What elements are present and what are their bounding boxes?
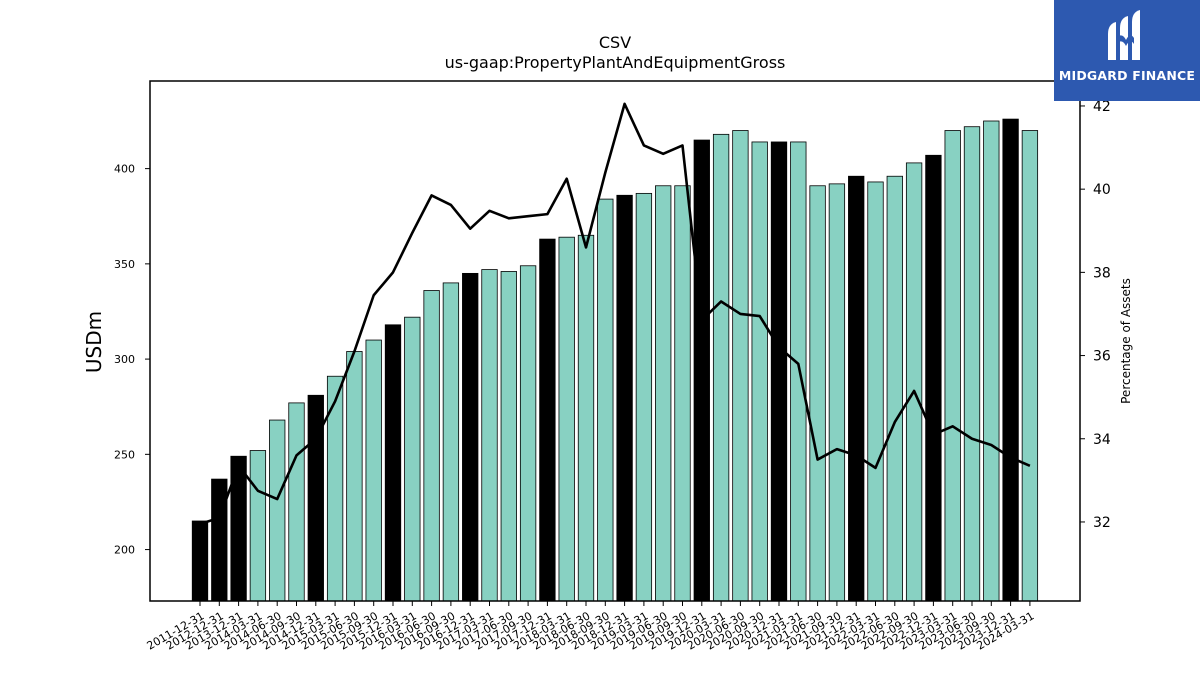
bar-2014-06-30 <box>269 419 286 602</box>
y-tick-label: 200 <box>114 544 135 557</box>
bar-2017-12-31 <box>539 238 556 602</box>
y2-tick-label: 36 <box>1093 349 1111 365</box>
bar-2023-09-30 <box>983 120 1000 602</box>
axes: 2002503003504003234363840422011-12-31201… <box>114 80 1111 653</box>
chart-title: CSV <box>599 33 631 52</box>
bar-2016-12-31 <box>462 272 479 602</box>
bar-2015-09-30 <box>365 339 382 602</box>
bar-series <box>191 118 1039 602</box>
bar-2017-09-30 <box>519 265 537 602</box>
bar-2020-12-31 <box>770 141 788 602</box>
bar-2015-06-30 <box>346 351 363 602</box>
bar-2014-03-31 <box>249 450 267 602</box>
bar-2014-09-30 <box>288 402 305 602</box>
bar-2022-12-31 <box>925 154 942 602</box>
chart-labels: CSV us-gaap:PropertyPlantAndEquipmentGro… <box>82 33 1133 404</box>
y2-axis-label: Percentage of Assets <box>1119 278 1133 404</box>
bar-2020-09-30 <box>751 141 768 602</box>
percentage-of-assets-line <box>199 102 1031 526</box>
bar-2018-09-30 <box>597 198 614 602</box>
y-tick-label: 400 <box>114 163 135 176</box>
logo-text: MIDGARD FINANCE <box>1058 68 1196 83</box>
bar-2022-06-30 <box>886 175 903 602</box>
chart-subtitle: us-gaap:PropertyPlantAndEquipmentGross <box>445 53 786 72</box>
bar-2019-12-31 <box>693 139 710 602</box>
y2-tick-label: 34 <box>1093 432 1111 448</box>
bar-2017-03-31 <box>481 269 498 602</box>
y-axis-label: USDm <box>82 311 106 373</box>
bar-2022-03-31 <box>867 181 884 602</box>
bar-2023-12-31 <box>1002 118 1019 602</box>
bar-2020-06-30 <box>732 130 749 602</box>
bar-2018-12-31 <box>616 194 633 602</box>
y-tick-label: 350 <box>114 258 135 271</box>
bar-2016-09-30 <box>442 282 460 602</box>
y2-tick-label: 40 <box>1093 182 1111 198</box>
y-tick-label: 300 <box>114 353 135 366</box>
bar-2023-03-31 <box>944 130 961 602</box>
bar-2021-06-30 <box>809 185 826 602</box>
percentage-line-series <box>199 102 1031 526</box>
bar-2012-12-31 <box>211 478 228 602</box>
bar-2022-09-30 <box>905 162 923 602</box>
bar-2019-03-31 <box>635 192 653 602</box>
midgard-logo-icon <box>1108 10 1140 60</box>
bar-2016-03-31 <box>404 316 421 602</box>
bar-2017-06-30 <box>500 271 517 602</box>
midgard-finance-logo: MIDGARD FINANCE <box>1054 0 1200 101</box>
bar-2011-12-31 <box>191 520 209 602</box>
bar-2018-06-30 <box>577 234 595 602</box>
bar-2018-03-31 <box>558 236 575 602</box>
y2-tick-label: 42 <box>1093 99 1111 115</box>
bar-2021-03-31 <box>790 141 807 602</box>
bar-2021-09-30 <box>828 183 846 602</box>
bar-2016-06-30 <box>423 290 440 602</box>
y2-tick-label: 38 <box>1093 265 1111 281</box>
bar-2019-09-30 <box>674 185 691 602</box>
bar-2020-03-31 <box>712 133 730 602</box>
y-tick-label: 250 <box>114 448 135 461</box>
bar-2021-12-31 <box>848 175 865 602</box>
plot-frame <box>149 80 1081 602</box>
bar-2019-06-30 <box>655 185 672 602</box>
y2-tick-label: 32 <box>1093 515 1111 531</box>
bar-2015-12-31 <box>384 324 402 602</box>
bar-2024-03-31 <box>1021 130 1039 602</box>
bar-2023-06-30 <box>963 126 981 602</box>
